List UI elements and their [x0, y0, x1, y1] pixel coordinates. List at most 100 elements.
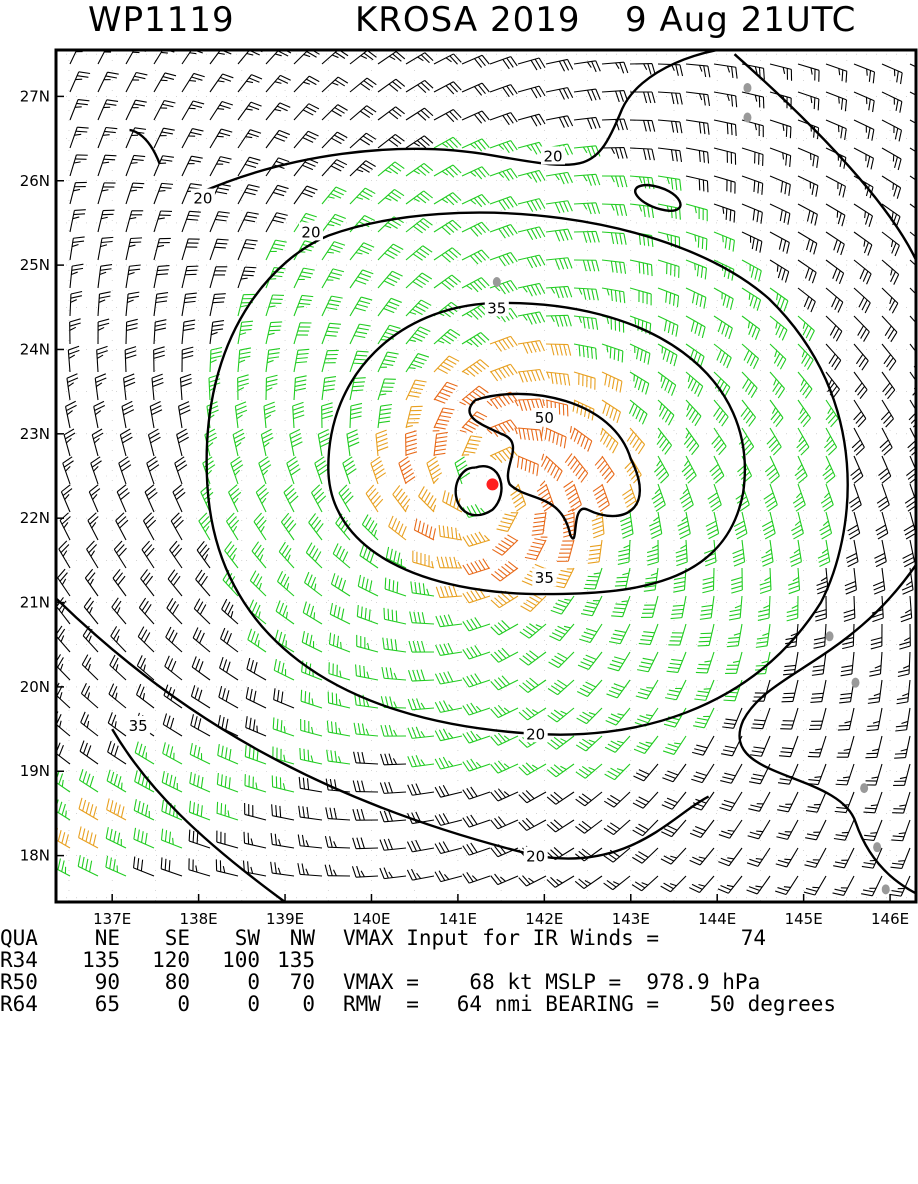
wind-barb — [266, 213, 288, 232]
wind-barb — [84, 598, 98, 624]
wind-barb — [518, 255, 545, 268]
wind-barb — [686, 288, 706, 309]
wind-barb — [519, 651, 546, 666]
wind-barb — [882, 64, 902, 84]
wind-barb — [798, 372, 812, 398]
wind-barb — [299, 806, 322, 820]
wind-barb — [518, 58, 545, 70]
wind-barb — [718, 876, 742, 893]
wind-barb — [630, 64, 655, 75]
wind-barb — [154, 211, 172, 232]
wind-barb — [647, 540, 658, 565]
wind-barb — [408, 727, 434, 739]
wind-barb — [435, 671, 462, 684]
wind-barb — [490, 197, 517, 211]
wind-barb — [376, 430, 388, 456]
wind-barb — [357, 605, 378, 624]
wind-barb — [294, 76, 319, 92]
wind-barb — [770, 232, 789, 254]
wind-barb — [826, 92, 847, 111]
wind-barb — [764, 484, 778, 511]
wind-barb — [602, 372, 622, 393]
wind-barb — [462, 250, 489, 264]
wind-barb — [605, 764, 630, 780]
wind-barb — [434, 329, 460, 344]
wind-barb — [894, 736, 910, 758]
wind-barb — [272, 775, 294, 792]
wind-barb — [315, 457, 329, 484]
se-header: SE — [140, 926, 190, 950]
wind-barb — [575, 820, 602, 833]
lon-label: 137E — [93, 910, 131, 924]
wind-barb — [210, 294, 226, 316]
wind-barb — [56, 626, 70, 652]
wind-barb — [546, 59, 573, 71]
wind-barb — [820, 512, 832, 539]
wind-barb — [134, 857, 154, 876]
wind-barb — [106, 856, 126, 876]
wind-barb — [406, 354, 429, 372]
wind-barb — [163, 714, 182, 736]
wind-barb — [264, 402, 275, 428]
wind-barb — [546, 286, 572, 298]
r64-sw: 0 — [205, 992, 260, 1016]
wind-barb — [80, 741, 98, 764]
wind-barb — [904, 512, 916, 539]
wind-barb — [378, 298, 402, 316]
wind-barb — [574, 260, 599, 271]
wind-barb — [854, 176, 873, 198]
wind-barb — [630, 372, 649, 394]
wind-barb — [210, 157, 232, 176]
wind-barb — [692, 736, 714, 755]
wind-barb — [182, 239, 200, 260]
wind-barb — [882, 344, 896, 370]
wind-barb — [490, 141, 517, 153]
wind-barb — [490, 57, 517, 69]
wind-barb — [350, 324, 371, 344]
wind-barb — [548, 680, 574, 695]
wind-barb — [518, 199, 545, 212]
qua-label: QUA — [0, 926, 38, 950]
wind-barb — [98, 183, 116, 204]
island-shape — [743, 112, 751, 122]
wind-barb — [630, 344, 650, 365]
wind-barb — [644, 568, 658, 591]
wind-barb — [409, 670, 434, 681]
wind-barb — [770, 344, 786, 369]
wind-barb — [657, 428, 672, 454]
wind-barb — [686, 148, 709, 163]
wind-barb — [463, 815, 490, 827]
wind-barb — [406, 136, 433, 148]
wind-barb — [437, 557, 462, 568]
wind-barb — [824, 428, 836, 455]
wind-barb — [199, 513, 211, 540]
wind-barb — [618, 540, 630, 564]
wind-barb — [385, 578, 406, 596]
wind-barb — [463, 532, 490, 547]
wind-barb — [343, 457, 357, 484]
wind-barb — [463, 787, 490, 799]
wind-barb — [141, 569, 154, 596]
wind-barb — [846, 540, 858, 567]
wind-barb — [414, 519, 435, 540]
wind-barb — [378, 352, 399, 372]
wind-barb — [798, 232, 817, 254]
wind-barb — [629, 400, 647, 424]
wind-barb — [70, 319, 81, 344]
wind-barb — [434, 275, 461, 290]
wind-barb — [630, 92, 655, 103]
wind-barb — [126, 155, 145, 176]
wind-barb — [834, 820, 854, 840]
wind-barb — [98, 100, 118, 120]
wind-barb — [602, 91, 628, 102]
wind-barb — [98, 319, 109, 344]
wind-barb — [350, 50, 376, 64]
wind-barb — [97, 346, 108, 372]
wind-barb — [742, 372, 757, 398]
wind-barb — [380, 782, 406, 793]
wind-barb — [252, 542, 266, 568]
wind-barb — [491, 621, 518, 635]
wind-contour — [735, 54, 918, 282]
wind-barb — [821, 484, 833, 511]
wind-barb — [259, 457, 271, 484]
